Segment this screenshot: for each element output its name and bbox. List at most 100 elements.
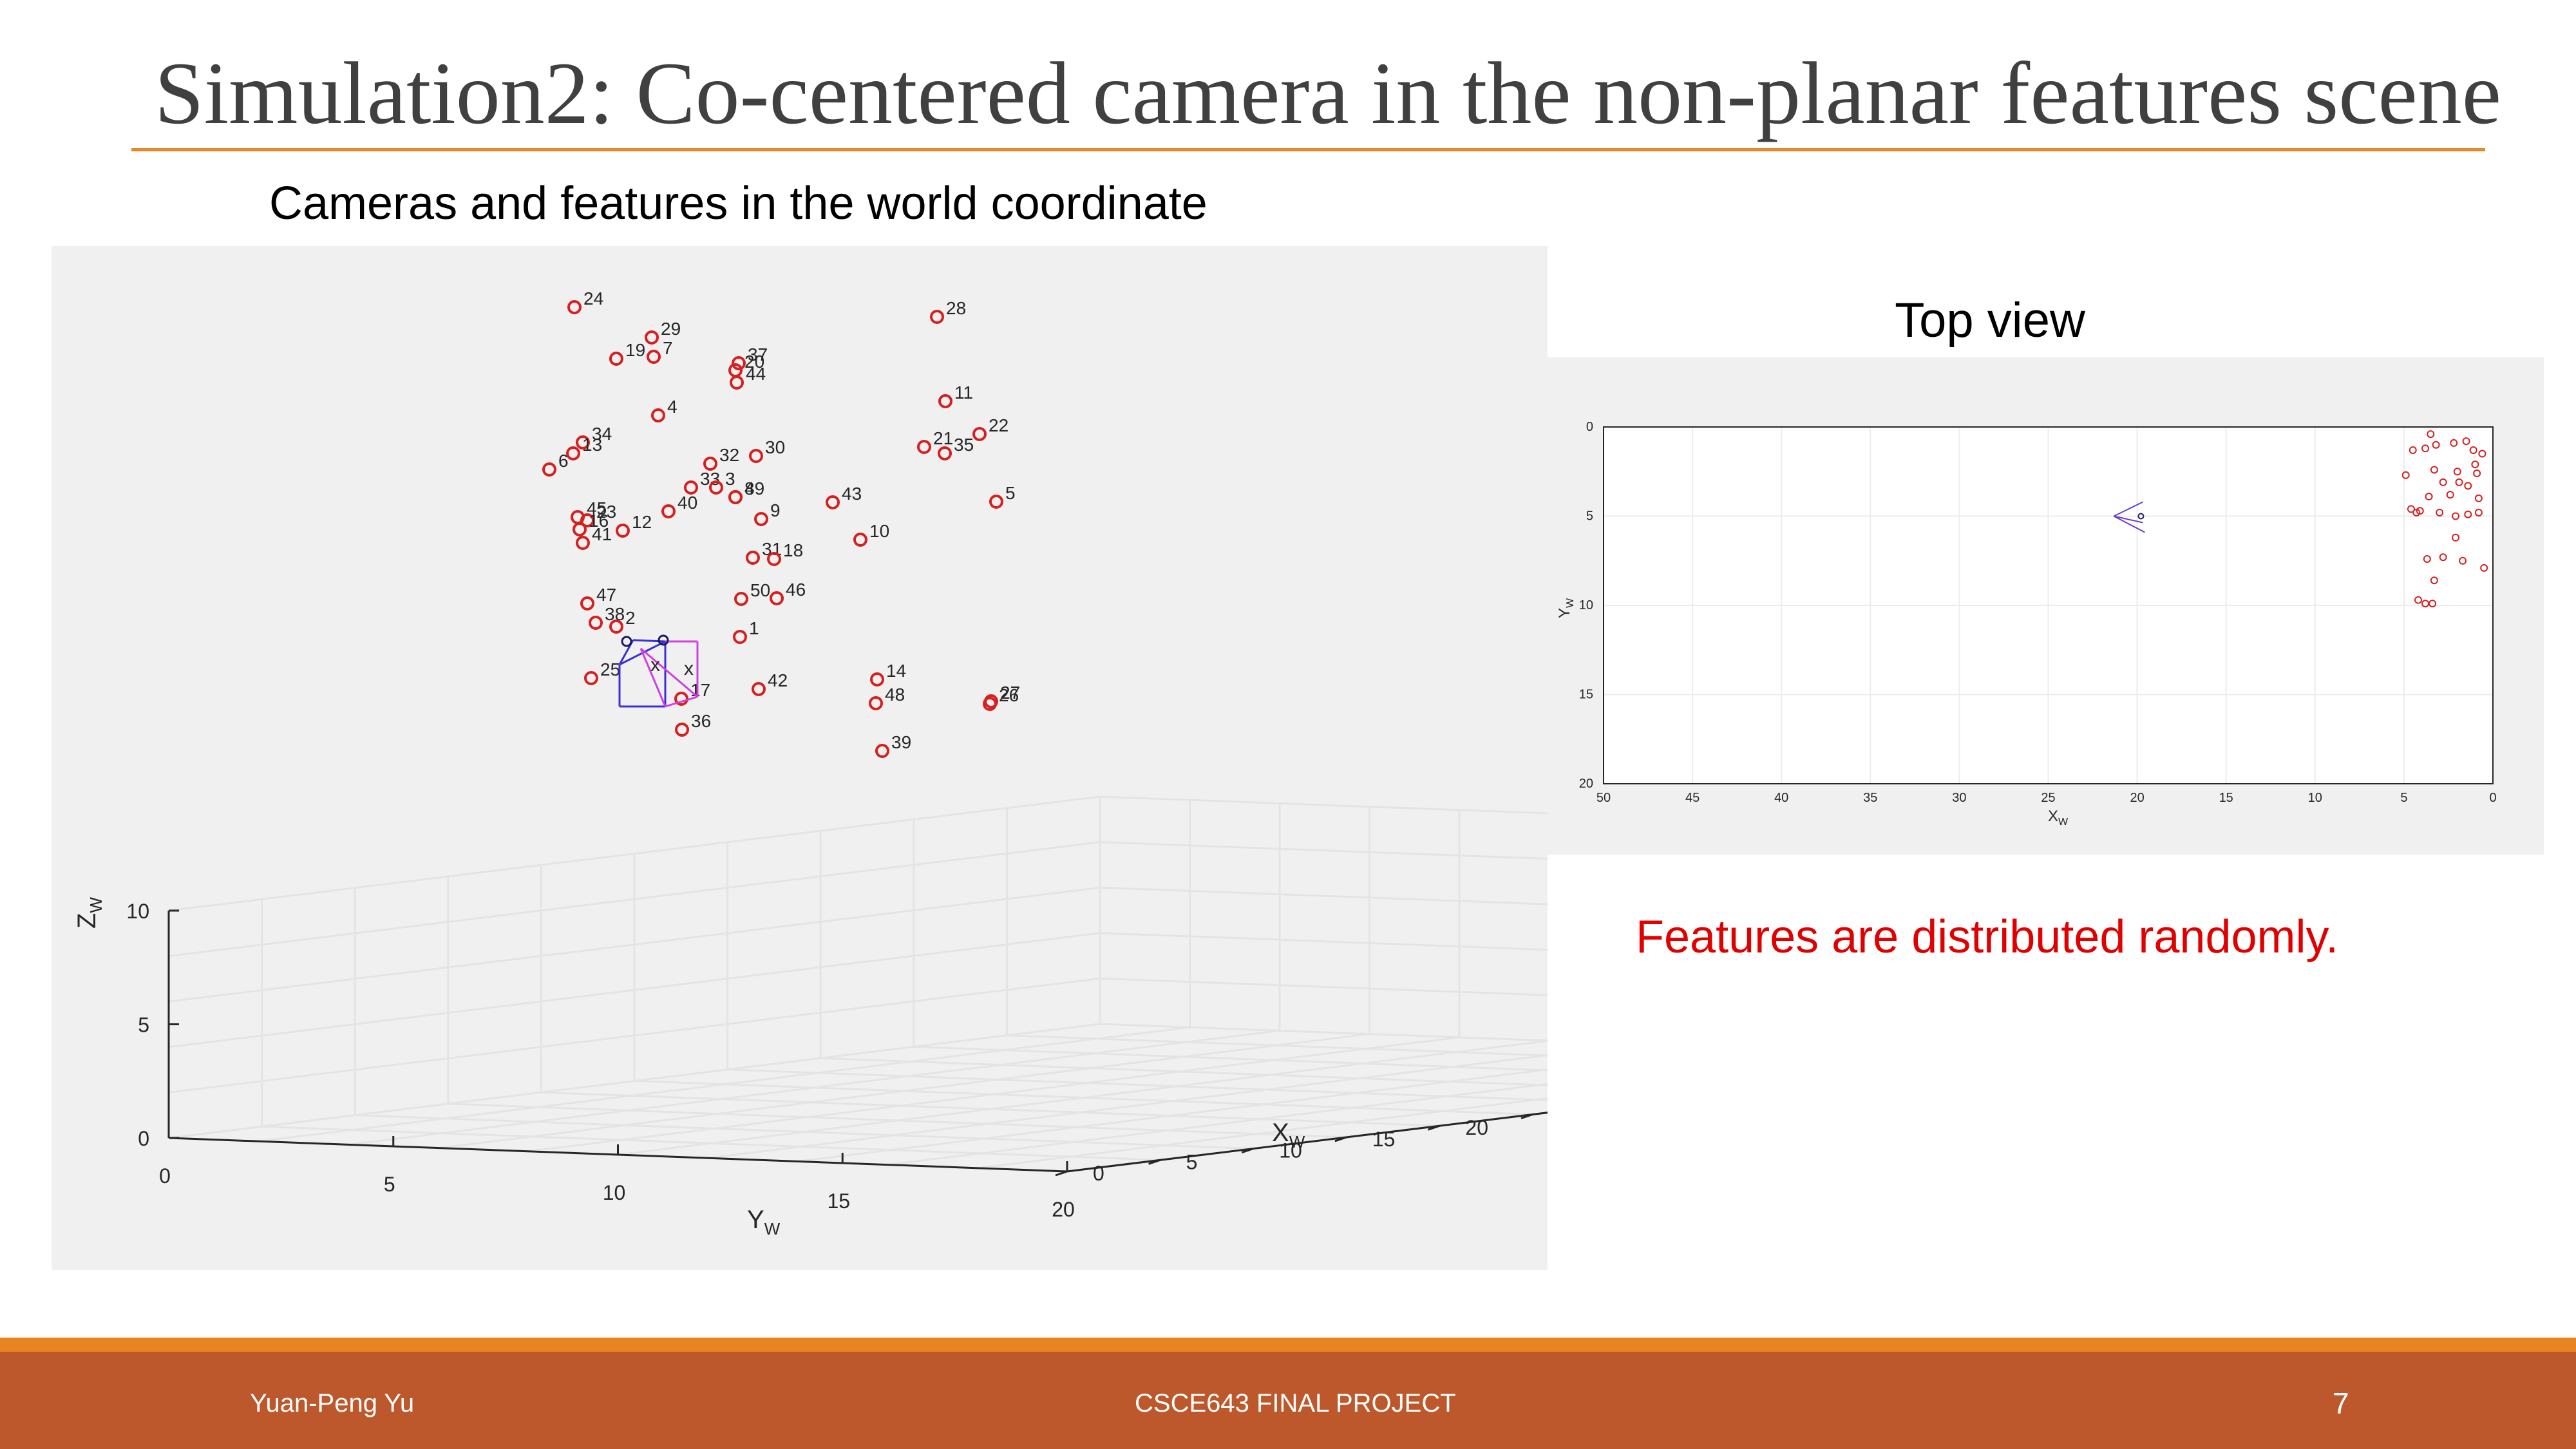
grid-line: [707, 1054, 1548, 1159]
feature-point: [2459, 556, 2467, 565]
feature-point: [567, 300, 582, 314]
feature-point: [2480, 564, 2488, 572]
grid-line: [348, 1029, 1280, 1146]
feature-point: [870, 672, 884, 687]
feature-label: 11: [954, 383, 973, 402]
feature-point: [2462, 437, 2470, 446]
y-tick-label: 5: [384, 1173, 395, 1196]
feature-label: 7: [663, 338, 673, 358]
grid-line: [168, 977, 1101, 1094]
y-tick-label: 5: [1586, 509, 1593, 524]
footer-bar: [0, 1352, 2576, 1449]
y-tick-label: 15: [1579, 688, 1593, 702]
feature-point: [2407, 505, 2415, 513]
world-3d-plot: 05101520051015202530354045500510XWYWZW24…: [52, 246, 1548, 1270]
feature-point: [645, 330, 659, 345]
x-tick-label: 20: [1465, 1116, 1488, 1139]
grid-line: [618, 1039, 1548, 1156]
feature-label: 19: [625, 340, 645, 360]
feature-label: 8: [744, 478, 755, 498]
grid-line: [1099, 886, 1548, 905]
feature-label: 42: [768, 670, 788, 690]
grid-line: [1099, 932, 1548, 951]
feature-point: [684, 480, 698, 495]
feature-label: 10: [869, 521, 889, 541]
feature-point: [938, 394, 952, 408]
grid-line: [977, 1097, 1548, 1170]
x-tick-label: 10: [1279, 1139, 1302, 1162]
feature-point: [2469, 446, 2477, 455]
feature-label: 12: [632, 512, 652, 532]
feature-point: [2446, 491, 2454, 499]
x-tick-label: 0: [2489, 791, 2496, 805]
grid-line: [168, 932, 1101, 1048]
y-tick-label: 0: [1586, 420, 1593, 434]
feature-label: 9: [770, 500, 781, 520]
feature-point: [972, 427, 987, 441]
grid-line: [168, 795, 1101, 912]
feature-label: 29: [661, 319, 681, 339]
title-divider: [131, 148, 2485, 151]
feature-point: [853, 533, 867, 547]
x-tick: [1055, 1170, 1068, 1177]
grid-line: [1099, 1023, 1548, 1042]
feature-point: [647, 350, 661, 364]
feature-label: 24: [583, 289, 603, 308]
grid-line: [168, 841, 1101, 958]
feature-label: 48: [885, 685, 905, 705]
camera-frustum-edge: [2114, 515, 2143, 524]
feature-label: 23: [596, 502, 616, 522]
camera-frustum-edge: [632, 639, 666, 643]
feature-point: [2455, 478, 2463, 486]
feature-point: [767, 552, 781, 566]
feature-point: [2409, 446, 2417, 455]
feature-point: [2414, 596, 2422, 604]
grid-line: [797, 1068, 1548, 1162]
x-tick-label: 45: [1685, 791, 1700, 805]
feature-point: [733, 630, 747, 644]
grid-line: [1099, 795, 1548, 815]
feature-point: [661, 504, 676, 518]
camera-frustum-edge: [640, 647, 698, 698]
feature-point: [752, 682, 766, 696]
feature-point: [2430, 576, 2438, 585]
feature-label: 22: [989, 415, 1009, 435]
feature-point: [580, 596, 594, 611]
x-axis-label: XW: [1272, 1119, 1305, 1151]
x-tick-label: 20: [2130, 791, 2144, 805]
x-tick-label: 5: [1186, 1150, 1198, 1173]
page-number: 7: [2333, 1387, 2349, 1420]
x-tick-label: 30: [1952, 791, 1966, 805]
z-tick-label: 10: [126, 900, 149, 923]
feature-point: [2464, 482, 2472, 490]
x-tick-label: 10: [2308, 791, 2322, 805]
feature-label: 13: [582, 435, 602, 455]
camera-x-marker: x: [684, 658, 694, 679]
slide-title: Simulation2: Co-centered camera in the n…: [155, 44, 2501, 142]
top-view-label: Top view: [1895, 293, 2085, 348]
feature-label: 17: [690, 680, 710, 700]
y-tick-label: 0: [159, 1164, 171, 1188]
x-tick: [1241, 1148, 1254, 1154]
feature-point: [2439, 478, 2447, 486]
feature-label: 43: [842, 484, 862, 504]
camera-center-marker: [2137, 513, 2145, 520]
feature-point: [709, 480, 723, 495]
feature-label: 50: [750, 580, 770, 600]
z-tick-label: 5: [138, 1014, 149, 1037]
feature-point: [2451, 512, 2459, 520]
x-tick-label: 5: [2400, 791, 2407, 805]
camera-x-marker: x: [650, 654, 660, 676]
feature-label: 14: [886, 661, 906, 681]
distribution-note: Features are distributed randomly.: [1636, 911, 2339, 963]
feature-point: [2436, 508, 2444, 516]
feature-point: [573, 522, 587, 536]
grid-line: [527, 1036, 1460, 1153]
feature-point: [576, 536, 590, 550]
feature-label: 26: [999, 685, 1019, 705]
feature-label: 44: [746, 364, 766, 384]
feature-point: [2474, 494, 2483, 502]
feature-label: 35: [954, 435, 974, 455]
camera-frustum-edge: [639, 648, 667, 707]
